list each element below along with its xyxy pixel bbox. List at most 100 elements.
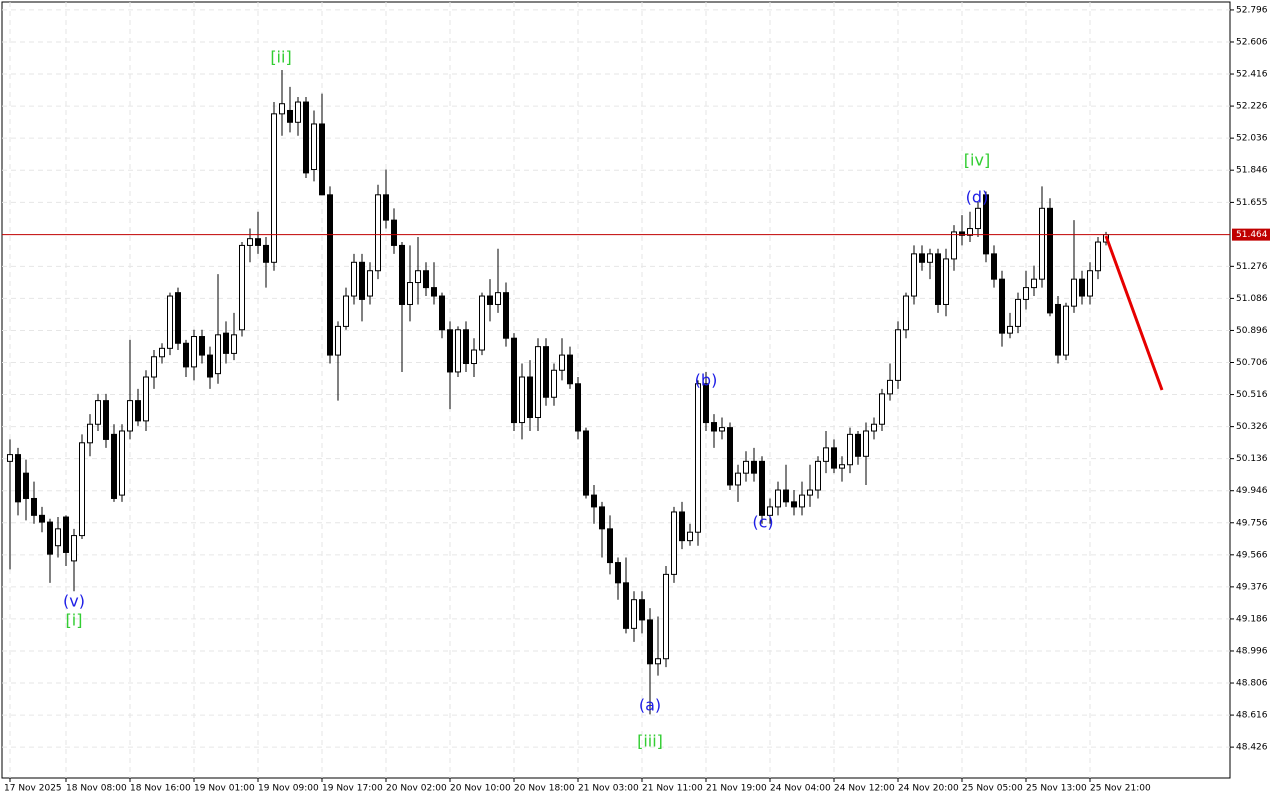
x-tick-label: 25 Nov 05:00 <box>962 784 1023 794</box>
candle-body <box>287 109 293 123</box>
candle-body <box>79 442 85 537</box>
candle-body <box>767 506 773 516</box>
candle-body <box>775 489 781 508</box>
wave-label: (v) <box>63 592 85 611</box>
candle-body <box>1055 303 1061 356</box>
candle-body <box>319 123 325 196</box>
y-tick-label: 52.606 <box>1236 37 1268 47</box>
candle-body <box>727 427 733 486</box>
wave-label: (c) <box>752 513 773 532</box>
candle-body <box>679 511 685 542</box>
candle-body <box>1015 298 1021 327</box>
candle-body <box>1087 270 1093 297</box>
candle-body <box>655 658 661 665</box>
candle-body <box>495 292 501 305</box>
x-tick-label: 24 Nov 12:00 <box>834 784 895 794</box>
candle-body <box>215 334 221 375</box>
x-tick-label: 25 Nov 13:00 <box>1026 784 1087 794</box>
forecast-arrow <box>1104 235 1164 391</box>
candle-body <box>511 337 517 424</box>
candle-body <box>1047 207 1053 314</box>
candle-body <box>39 514 45 523</box>
candle-body <box>335 325 341 356</box>
candle-body <box>543 346 549 398</box>
y-tick-label: 48.426 <box>1236 743 1268 753</box>
y-tick-label: 51.655 <box>1236 198 1268 208</box>
candle-body <box>759 460 765 516</box>
wave-label: [iii] <box>637 732 663 751</box>
candle-body <box>359 261 365 300</box>
candle-body <box>1007 325 1013 334</box>
candle-body <box>1071 278 1077 307</box>
candle-body <box>127 400 133 432</box>
y-tick-label: 49.376 <box>1236 582 1268 592</box>
candle-body <box>479 295 485 351</box>
candle-body <box>143 376 149 422</box>
candle-body <box>951 231 957 260</box>
candle-body <box>159 347 165 358</box>
candle-body <box>591 494 597 508</box>
candle-body <box>943 258 949 305</box>
candle-body <box>903 295 909 331</box>
y-tick-label: 51.846 <box>1236 166 1268 176</box>
candle-body <box>199 336 205 356</box>
candle-body <box>711 422 717 432</box>
candle-body <box>847 433 853 466</box>
candle-body <box>783 489 789 503</box>
candle-body <box>1095 241 1101 272</box>
candle-body <box>303 101 309 174</box>
y-tick-label: 50.706 <box>1236 358 1268 368</box>
candle-body <box>183 342 189 368</box>
candle-body <box>703 383 709 424</box>
candle-body <box>871 423 877 432</box>
candle-body <box>935 253 941 305</box>
candle-body <box>463 329 469 365</box>
candle-body <box>823 447 829 462</box>
candle-body <box>175 292 181 344</box>
candle-body <box>839 464 845 469</box>
y-tick-label: 49.186 <box>1236 614 1268 624</box>
candle-body <box>855 433 861 457</box>
candle-body <box>919 253 925 263</box>
x-tick-label: 17 Nov 2025 <box>4 784 62 794</box>
candle-body <box>231 334 237 354</box>
x-tick-label: 21 Nov 11:00 <box>642 784 703 794</box>
candle-body <box>607 528 613 564</box>
candle-body <box>959 231 965 236</box>
x-tick-label: 18 Nov 08:00 <box>66 784 127 794</box>
candle-body <box>695 383 701 533</box>
candle-body <box>15 454 21 503</box>
candle-body <box>807 489 813 496</box>
candle-body <box>815 460 821 491</box>
candle-body <box>799 494 805 508</box>
candle-body <box>831 447 837 469</box>
wave-label: [ii] <box>270 48 291 67</box>
candle-body <box>367 270 373 297</box>
x-tick-label: 19 Nov 17:00 <box>322 784 383 794</box>
candle-body <box>455 329 461 373</box>
candle-body <box>743 460 749 474</box>
candle-body <box>863 430 869 457</box>
candle-body <box>383 194 389 221</box>
candle-body <box>967 228 973 236</box>
candle-body <box>551 369 557 398</box>
axes: 52.796 52.606 52.416 52.226 52.036 51.846 51.6… <box>4 5 1270 794</box>
candle-body <box>1039 207 1045 280</box>
candle-body <box>375 194 381 272</box>
candle-body <box>343 295 349 327</box>
candle-body <box>1063 305 1069 356</box>
candle-body <box>487 295 493 305</box>
wave-label: [iv] <box>964 151 990 170</box>
x-tick-label: 20 Nov 10:00 <box>450 784 511 794</box>
candle-body <box>751 460 757 474</box>
candle-body <box>167 295 173 349</box>
candles <box>2 69 1230 715</box>
candle-body <box>223 332 229 354</box>
candle-body <box>207 354 213 378</box>
x-tick-label: 18 Nov 16:00 <box>130 784 191 794</box>
candle-body <box>663 573 669 660</box>
candle-body <box>791 501 797 508</box>
x-tick-label: 19 Nov 09:00 <box>258 784 319 794</box>
candle-body <box>887 379 893 395</box>
candle-body <box>111 433 117 499</box>
